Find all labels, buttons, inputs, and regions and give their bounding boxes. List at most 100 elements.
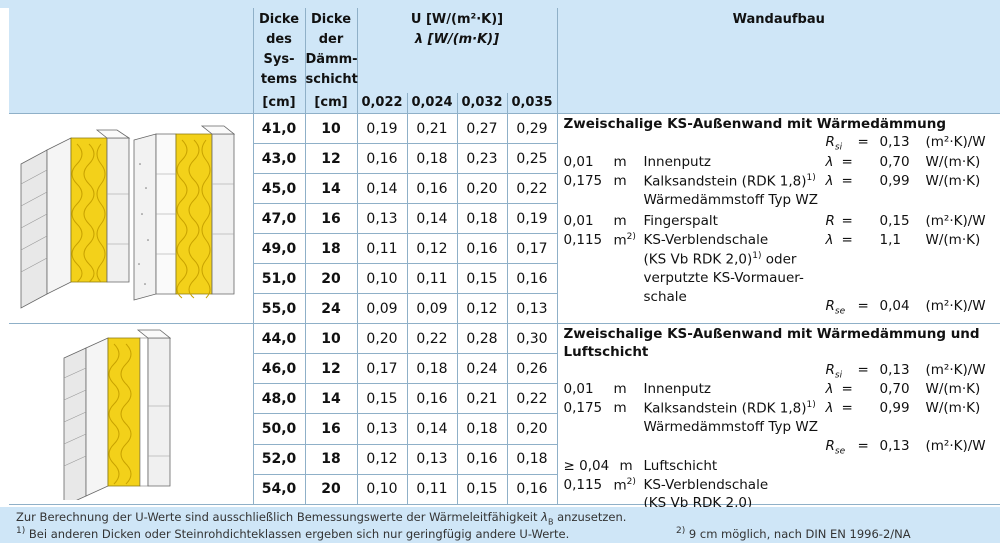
cell-d2: 18 [305,233,358,264]
table-row: 48,0 14 0,15 0,16 0,21 0,22 [9,383,1000,415]
cell-u: 0,13 [407,444,458,475]
cell-u: 0,25 [507,143,558,174]
layer-value-unit: W/(m·K) [925,381,981,397]
rse-unit: (m²·K)/W [925,298,986,314]
cell-u: 0,20 [357,322,408,355]
section1-title: Zweischalige KS-Außenwand mit Wärmedämmu… [563,116,947,132]
layer-eq: = [841,232,853,248]
rsi-label: Rsi [825,134,843,153]
cell-u: 0,14 [407,203,458,234]
table-row: 55,0 24 0,09 0,09 0,12 0,13 [9,293,1000,324]
cell-u: 0,18 [407,143,458,174]
cell-d1: 45,0 [253,173,306,204]
footnote-calculation: Zur Berechnung der U-Werte sind ausschli… [16,510,627,527]
cell-u: 0,14 [407,413,458,445]
header-dicke-daemmschicht: Dicke der Dämm-schicht [305,8,358,93]
layer-unit: m [613,213,627,229]
layer-thickness: 0,175 [563,400,603,416]
cell-d1: 52,0 [253,444,306,475]
cell-d2: 16 [305,203,358,234]
cell-u: 0,18 [507,444,558,475]
layer-unit: m2) [613,232,636,249]
layer-symbol: λ [825,400,834,416]
cell-u: 0,18 [457,413,508,445]
cell-u: 0,29 [507,113,558,144]
layer-unit: m2) [613,477,636,494]
layer-thickness: ≥ 0,04 [563,458,610,474]
header-lambda-3: 0,032 [457,93,508,114]
cell-u: 0,30 [507,322,558,355]
top-bar [0,0,1000,8]
cell-u: 0,10 [357,474,408,506]
layer-value: 1,1 [879,232,901,248]
layer-value-unit: W/(m·K) [925,400,981,416]
cell-u: 0,17 [507,233,558,264]
layer-name: schale [643,289,687,305]
rse-label: Rse [825,298,846,317]
cell-u: 0,12 [407,233,458,264]
cell-u: 0,21 [407,113,458,144]
cell-d1: 44,0 [253,322,306,355]
layer-name: Innenputz [643,381,711,397]
layer-value-unit: (m²·K)/W [925,213,986,229]
cell-u: 0,17 [357,353,408,385]
layer-thickness: 0,115 [563,477,603,493]
table-row: 44,0 10 0,20 0,22 0,28 0,30 Zweischalige… [9,322,1000,511]
rsi-unit: (m²·K)/W [925,134,986,150]
table-row: 49,0 18 0,11 0,12 0,16 0,17 [9,233,1000,264]
layer-thickness: 0,01 [563,381,594,397]
layer-name: KS-Verblendschale [643,232,769,248]
header-image-cell [9,8,254,114]
wandaufbau-description-2: Zweischalige KS-Außenwand mit Wärmedämmu… [557,323,1000,511]
cell-u: 0,20 [507,413,558,445]
table-row: 43,0 12 0,16 0,18 0,23 0,25 [9,143,1000,174]
cell-u: 0,13 [507,293,558,324]
cell-u: 0,11 [407,263,458,294]
table-row: 47,0 16 0,13 0,14 0,18 0,19 [9,203,1000,234]
cell-u: 0,16 [507,263,558,294]
rsi-value: 0,13 [879,134,910,150]
cell-u: 0,10 [357,263,408,294]
rsi-eq: = [857,134,869,150]
cell-u: 0,19 [357,113,408,144]
table-row: 41,0 10 0,19 0,21 0,27 0,29 Zweischalige… [9,113,1000,324]
cell-u: 0,16 [407,383,458,415]
cell-u: 0,12 [357,444,408,475]
rsi-unit: (m²·K)/W [925,362,986,378]
cell-d2: 18 [305,444,358,475]
layer-name: Kalksandstein (RDK 1,8)1) [643,173,816,190]
layer-name: Wärmedämmstoff Typ WZ [643,192,818,208]
layer-name: KS-Verblendschale [643,477,769,493]
header-u-value: U [W/(m²·K)] λ [W/(m·K)] [357,8,558,93]
layer-value: 0,70 [879,154,910,170]
layer-name: Wärmedämmstoff Typ WZ [643,419,818,435]
layer-eq: = [841,381,853,397]
cell-d2: 14 [305,383,358,415]
footnote-2: 2) 9 cm möglich, nach DIN EN 1996-2/NA [676,526,911,541]
layer-value-unit: W/(m·K) [925,154,981,170]
cell-u: 0,24 [457,353,508,385]
rsi-label: Rsi [825,362,843,381]
header-dicke-systems: Dicke des Sys-tems [253,8,306,93]
cell-d1: 41,0 [253,113,306,144]
layer-name: (KS Vb RDK 2,0)1) oder [643,251,797,268]
wall-illustration-1 [9,113,254,324]
cell-u: 0,18 [407,353,458,385]
table-row: 45,0 14 0,14 0,16 0,20 0,22 [9,173,1000,204]
cell-d1: 43,0 [253,143,306,174]
layer-name: Luftschicht [643,458,718,474]
header-lambda-4: 0,035 [507,93,558,114]
rse-eq: = [857,298,869,314]
cell-u: 0,16 [457,444,508,475]
layer-unit: m [619,458,633,474]
rsi-value: 0,13 [879,362,910,378]
cell-d1: 48,0 [253,383,306,415]
wandaufbau-description-1: Zweischalige KS-Außenwand mit Wärmedämmu… [557,113,1000,324]
cell-d2: 16 [305,413,358,445]
footnote-1: 1) Bei anderen Dicken oder Steinrohdicht… [16,526,570,541]
wall-illustration-2 [9,323,254,507]
cell-u: 0,16 [457,233,508,264]
cell-d2: 20 [305,263,358,294]
layer-symbol: λ [825,154,834,170]
cell-u: 0,28 [457,322,508,355]
